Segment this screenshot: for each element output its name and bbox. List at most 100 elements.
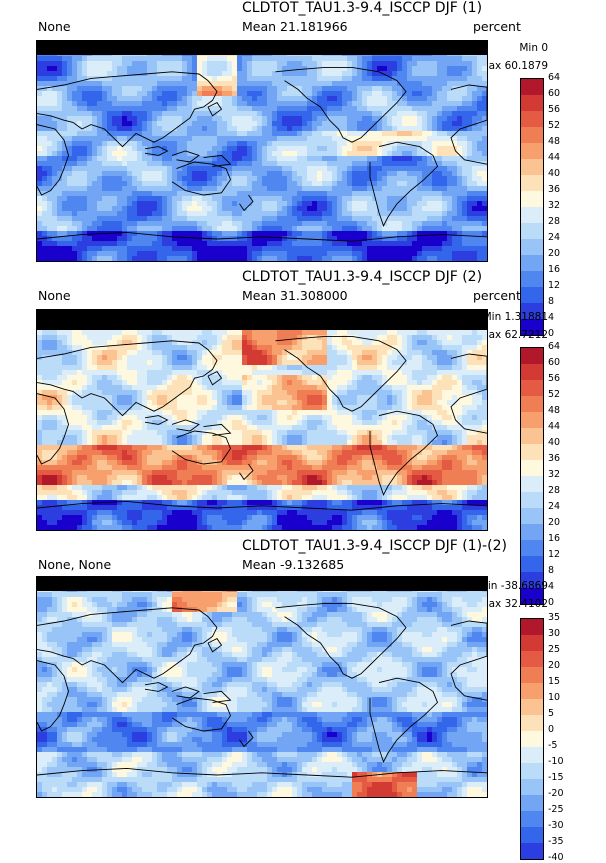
map-cell bbox=[202, 231, 208, 237]
map-cell bbox=[472, 146, 478, 152]
map-cell bbox=[92, 241, 98, 247]
map-cell bbox=[127, 116, 133, 122]
map-cell bbox=[337, 81, 343, 87]
map-cell bbox=[157, 66, 163, 72]
map-cell bbox=[327, 176, 333, 182]
map-cell bbox=[342, 196, 348, 202]
map-cell bbox=[107, 241, 113, 247]
map-cell bbox=[202, 141, 208, 147]
map-cell bbox=[42, 166, 48, 172]
map-cell bbox=[222, 191, 228, 197]
map-cell bbox=[462, 151, 468, 157]
map-cell bbox=[237, 216, 243, 222]
map-cell bbox=[37, 156, 43, 162]
map-cell bbox=[347, 360, 353, 366]
map-cell bbox=[192, 201, 198, 207]
map-cell bbox=[37, 241, 43, 247]
map-cell bbox=[62, 201, 68, 207]
map-cell bbox=[452, 136, 458, 142]
map-cell bbox=[447, 111, 453, 117]
map-cell bbox=[212, 246, 218, 252]
map-cell bbox=[347, 91, 353, 97]
map-cell bbox=[137, 161, 143, 167]
map-cell bbox=[412, 156, 418, 162]
map-cell bbox=[292, 335, 298, 341]
map-cell bbox=[292, 56, 298, 62]
map-cell bbox=[147, 206, 153, 212]
map-cell bbox=[387, 171, 393, 177]
map-cell bbox=[367, 106, 373, 112]
map-cell bbox=[427, 156, 433, 162]
map-cell bbox=[77, 171, 83, 177]
map-cell bbox=[57, 106, 63, 112]
map-cell bbox=[467, 81, 473, 87]
map-cell bbox=[257, 246, 263, 252]
map-cell bbox=[117, 221, 123, 227]
map-cell bbox=[227, 246, 233, 252]
map-cell bbox=[92, 121, 98, 127]
map-cell bbox=[67, 96, 73, 102]
map-cell bbox=[137, 241, 143, 247]
map-cell bbox=[292, 355, 298, 361]
map-cell bbox=[402, 201, 408, 207]
map-cell bbox=[457, 196, 463, 202]
map-cell bbox=[227, 56, 233, 62]
map-cell bbox=[447, 71, 453, 77]
map-cell bbox=[427, 251, 433, 257]
map-cell bbox=[197, 61, 203, 67]
map-cell bbox=[72, 360, 78, 366]
map-cell bbox=[432, 116, 438, 122]
map-cell bbox=[102, 61, 108, 67]
map-cell bbox=[422, 256, 428, 261]
map-cell bbox=[382, 330, 388, 336]
map-cell bbox=[257, 166, 263, 172]
map-cell bbox=[62, 126, 68, 132]
map-cell bbox=[372, 91, 378, 97]
map-cell bbox=[77, 221, 83, 227]
map-cell bbox=[77, 360, 83, 366]
map-cell bbox=[97, 181, 103, 187]
map-cell bbox=[457, 161, 463, 167]
map-cell bbox=[402, 171, 408, 177]
map-cell bbox=[207, 345, 213, 351]
map-cell bbox=[182, 111, 188, 117]
map-cell bbox=[167, 241, 173, 247]
map-cell bbox=[102, 156, 108, 162]
map-cell bbox=[182, 221, 188, 227]
map-cell bbox=[67, 166, 73, 172]
map-cell bbox=[432, 96, 438, 102]
map-cell bbox=[82, 116, 88, 122]
map-cell bbox=[337, 126, 343, 132]
map-cell bbox=[112, 221, 118, 227]
map-cell bbox=[257, 76, 263, 82]
map-cell bbox=[217, 226, 223, 232]
map-cell bbox=[167, 121, 173, 127]
map-cell bbox=[387, 201, 393, 207]
map-cell bbox=[102, 66, 108, 72]
map-cell bbox=[102, 176, 108, 182]
map-cell bbox=[217, 111, 223, 117]
map-cell bbox=[342, 231, 348, 237]
map-cell bbox=[432, 221, 438, 227]
map-cell bbox=[52, 226, 58, 232]
map-cell bbox=[342, 360, 348, 366]
map-cell bbox=[162, 196, 168, 202]
map-cell bbox=[42, 186, 48, 192]
map-cell bbox=[402, 340, 408, 346]
map-cell bbox=[317, 350, 323, 356]
map-cell bbox=[357, 91, 363, 97]
map-cell bbox=[107, 146, 113, 152]
map-cell bbox=[152, 136, 158, 142]
map-cell bbox=[247, 111, 253, 117]
map-cell bbox=[247, 156, 253, 162]
map-cell bbox=[217, 71, 223, 77]
map-cell bbox=[352, 171, 358, 177]
map-cell bbox=[107, 121, 113, 127]
map-cell bbox=[302, 251, 308, 257]
map-cell bbox=[442, 246, 448, 252]
map-cell bbox=[177, 131, 183, 137]
map-cell bbox=[217, 56, 223, 62]
map-cell bbox=[307, 116, 313, 122]
map-cell bbox=[242, 56, 248, 62]
map-cell bbox=[447, 141, 453, 147]
